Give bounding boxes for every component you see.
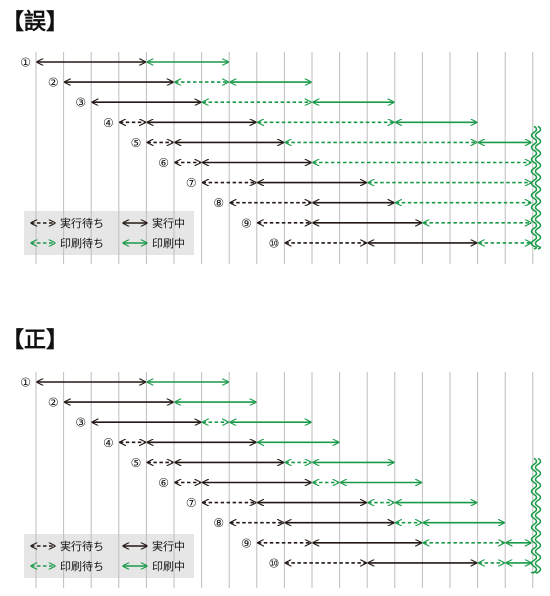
panel-2-legend: [24, 534, 194, 578]
continuation-wave-icon: [534, 457, 542, 574]
row-label: ②: [48, 396, 59, 410]
row-label: ⑤: [131, 136, 142, 150]
row-label: ①: [20, 376, 31, 390]
continuation-wave-icon: [534, 125, 542, 250]
legend-exec-label: 実行中: [152, 539, 185, 553]
legend-print-label: 印刷中: [152, 560, 185, 573]
panel-1-legend: [24, 211, 194, 255]
row-label: ⑩: [269, 236, 280, 250]
legend-printwait-label: 印刷待ち: [60, 559, 104, 573]
row-label: ⑩: [269, 556, 280, 570]
row-label: ⑧: [213, 516, 224, 530]
row-label: ②: [48, 76, 59, 90]
row-label: ①: [20, 56, 31, 70]
continuation-wave-icon: [530, 457, 538, 574]
row-label: ⑨: [241, 536, 252, 550]
row-label: ③: [75, 416, 86, 430]
panel-2-heading: 【正】: [2, 328, 69, 353]
legend-print-label: 印刷中: [152, 237, 185, 250]
row-label: ③: [75, 96, 86, 110]
row-label: ⑤: [131, 456, 142, 470]
row-label: ④: [103, 116, 114, 130]
row-label: ④: [103, 436, 114, 450]
row-label: ⑥: [158, 156, 169, 170]
legend-execwait-label: 実行待ち: [60, 216, 104, 230]
legend-execwait-label: 実行待ち: [60, 539, 104, 553]
row-label: ⑦: [186, 496, 197, 510]
row-label: ⑦: [186, 176, 197, 190]
legend-exec-label: 実行中: [152, 216, 185, 230]
row-label: ⑨: [241, 216, 252, 230]
legend-printwait-label: 印刷待ち: [60, 236, 104, 250]
continuation-wave-icon: [530, 125, 538, 250]
row-label: ⑧: [213, 196, 224, 210]
panel-1-heading: 【誤】: [2, 10, 69, 35]
row-label: ⑥: [158, 476, 169, 490]
